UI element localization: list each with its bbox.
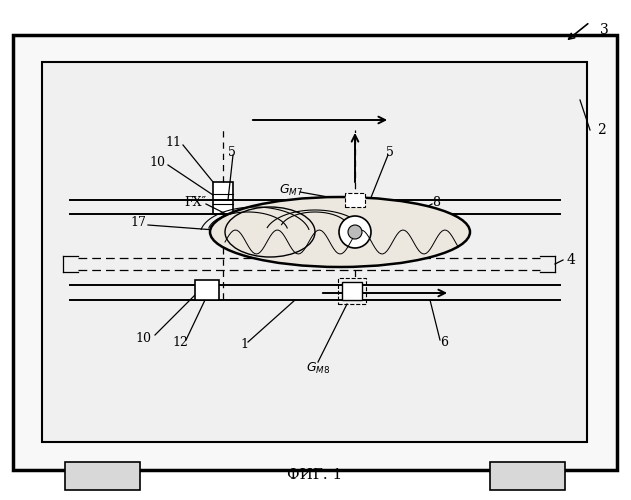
- Text: 12: 12: [172, 336, 188, 349]
- Text: 6: 6: [440, 336, 448, 349]
- Text: 11: 11: [165, 136, 181, 148]
- Text: $G_{M7}$: $G_{M7}$: [279, 182, 303, 198]
- Bar: [213, 182, 233, 214]
- Text: 3: 3: [600, 23, 609, 37]
- Text: 10: 10: [135, 332, 151, 344]
- Text: 4: 4: [567, 253, 576, 267]
- Text: FX″: FX″: [184, 196, 206, 208]
- Text: 10: 10: [149, 156, 165, 170]
- Bar: [13, 35, 617, 470]
- Bar: [342, 282, 362, 300]
- Bar: [338, 278, 366, 304]
- Text: $G_{M8}$: $G_{M8}$: [306, 360, 330, 376]
- Text: 2: 2: [597, 123, 606, 137]
- Text: ФИГ. 1: ФИГ. 1: [287, 468, 343, 482]
- Text: 17: 17: [130, 216, 146, 230]
- Text: 5: 5: [228, 146, 236, 158]
- Circle shape: [348, 225, 362, 239]
- Bar: [195, 280, 219, 300]
- Text: 8: 8: [432, 196, 440, 208]
- Circle shape: [339, 216, 371, 248]
- Bar: [65, 462, 140, 490]
- Text: 5: 5: [386, 146, 394, 158]
- Bar: [42, 62, 587, 442]
- Ellipse shape: [210, 197, 470, 267]
- Text: 1: 1: [240, 338, 248, 351]
- Bar: [345, 193, 365, 207]
- Bar: [490, 462, 565, 490]
